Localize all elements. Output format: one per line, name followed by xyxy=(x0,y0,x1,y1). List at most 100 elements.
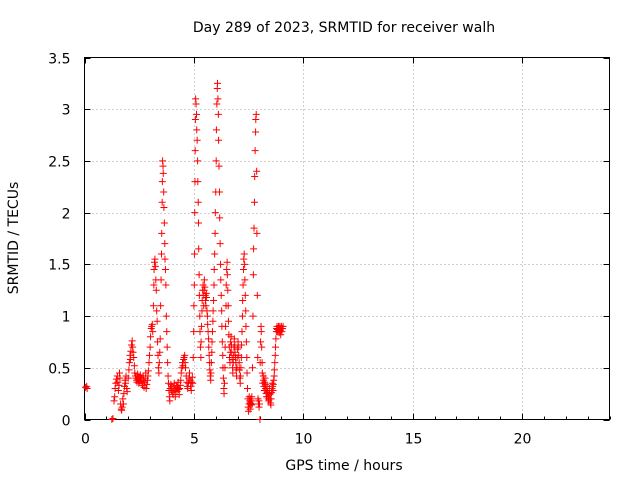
data-point xyxy=(144,367,152,375)
data-point xyxy=(241,276,249,284)
data-point xyxy=(209,307,217,315)
data-point xyxy=(193,136,201,144)
data-point xyxy=(230,335,238,343)
data-point xyxy=(215,188,223,196)
data-point xyxy=(171,393,179,401)
data-point xyxy=(270,366,278,374)
data-point xyxy=(271,359,279,367)
data-point xyxy=(214,95,222,103)
data-point xyxy=(193,110,200,118)
data-point xyxy=(188,373,196,381)
y-tick-label: 0 xyxy=(62,414,71,430)
x-tick-label: 20 xyxy=(514,432,532,448)
data-point xyxy=(222,322,230,330)
data-point xyxy=(158,250,165,258)
data-point xyxy=(240,250,248,258)
data-point xyxy=(151,255,159,263)
data-point xyxy=(129,348,137,356)
data-point xyxy=(191,250,199,258)
data-point xyxy=(267,401,275,409)
data-point xyxy=(257,328,265,336)
data-point xyxy=(193,126,201,134)
data-point xyxy=(258,369,266,377)
data-point xyxy=(250,245,258,253)
data-point xyxy=(158,178,166,186)
data-point xyxy=(212,126,220,134)
data-point xyxy=(238,312,246,320)
data-point xyxy=(243,353,251,361)
data-point xyxy=(177,369,185,377)
data-point xyxy=(242,322,250,330)
data-point xyxy=(224,317,232,325)
y-tick-label: 3.5 xyxy=(48,52,70,68)
data-point xyxy=(112,375,120,383)
data-point xyxy=(219,351,227,359)
data-point xyxy=(128,337,136,345)
data-point xyxy=(251,172,259,180)
data-point xyxy=(208,328,216,336)
data-point xyxy=(207,359,215,367)
data-point xyxy=(175,386,183,394)
data-point xyxy=(215,162,223,170)
data-point xyxy=(130,353,138,361)
data-point xyxy=(163,343,171,351)
data-point xyxy=(253,291,261,299)
data-point xyxy=(217,291,225,299)
data-point xyxy=(236,379,244,387)
data-point xyxy=(161,240,169,248)
data-point xyxy=(272,335,280,343)
chart-title: Day 289 of 2023, SRMTID for receiver wal… xyxy=(193,20,495,36)
data-point xyxy=(181,351,189,359)
data-point xyxy=(161,255,169,263)
data-point xyxy=(196,312,204,320)
x-tick-label: 5 xyxy=(190,432,199,448)
data-point xyxy=(205,343,213,351)
data-point xyxy=(108,416,116,423)
x-tick-label: 0 xyxy=(81,432,90,448)
data-point xyxy=(196,343,204,351)
data-point xyxy=(224,302,232,310)
data-point xyxy=(214,79,221,87)
data-point xyxy=(161,266,169,274)
y-tick-label: 1 xyxy=(62,310,71,326)
data-point xyxy=(195,271,203,279)
data-point xyxy=(133,378,141,386)
data-point xyxy=(231,341,239,349)
data-point xyxy=(116,374,124,382)
data-point xyxy=(166,397,174,405)
x-tick-label: 15 xyxy=(405,432,423,448)
data-point xyxy=(110,397,118,405)
data-point xyxy=(203,293,211,301)
data-point xyxy=(241,291,249,299)
data-point xyxy=(155,369,163,377)
data-point xyxy=(210,281,218,289)
data-point xyxy=(109,414,117,422)
data-point xyxy=(151,262,159,270)
data-point xyxy=(158,229,166,237)
data-point xyxy=(148,320,156,328)
data-point xyxy=(196,328,204,336)
data-point xyxy=(255,397,263,405)
data-point xyxy=(221,364,229,372)
data-point xyxy=(223,266,231,274)
y-tick-label: 2.5 xyxy=(48,155,70,171)
data-point xyxy=(215,136,223,144)
plot-frame xyxy=(84,57,610,420)
data-point xyxy=(149,302,157,310)
data-point xyxy=(278,328,286,336)
data-point xyxy=(240,266,248,274)
data-point xyxy=(125,359,133,367)
data-point xyxy=(131,369,139,377)
data-point xyxy=(153,307,161,315)
data-point xyxy=(218,338,226,346)
data-point xyxy=(188,378,196,386)
data-point xyxy=(198,322,206,330)
data-point xyxy=(145,359,153,367)
data-point xyxy=(159,169,167,177)
data-point xyxy=(194,178,202,186)
data-point xyxy=(217,276,225,284)
data-point xyxy=(251,147,259,155)
data-point xyxy=(124,374,132,382)
data-point xyxy=(191,147,199,155)
data-point xyxy=(187,387,195,395)
